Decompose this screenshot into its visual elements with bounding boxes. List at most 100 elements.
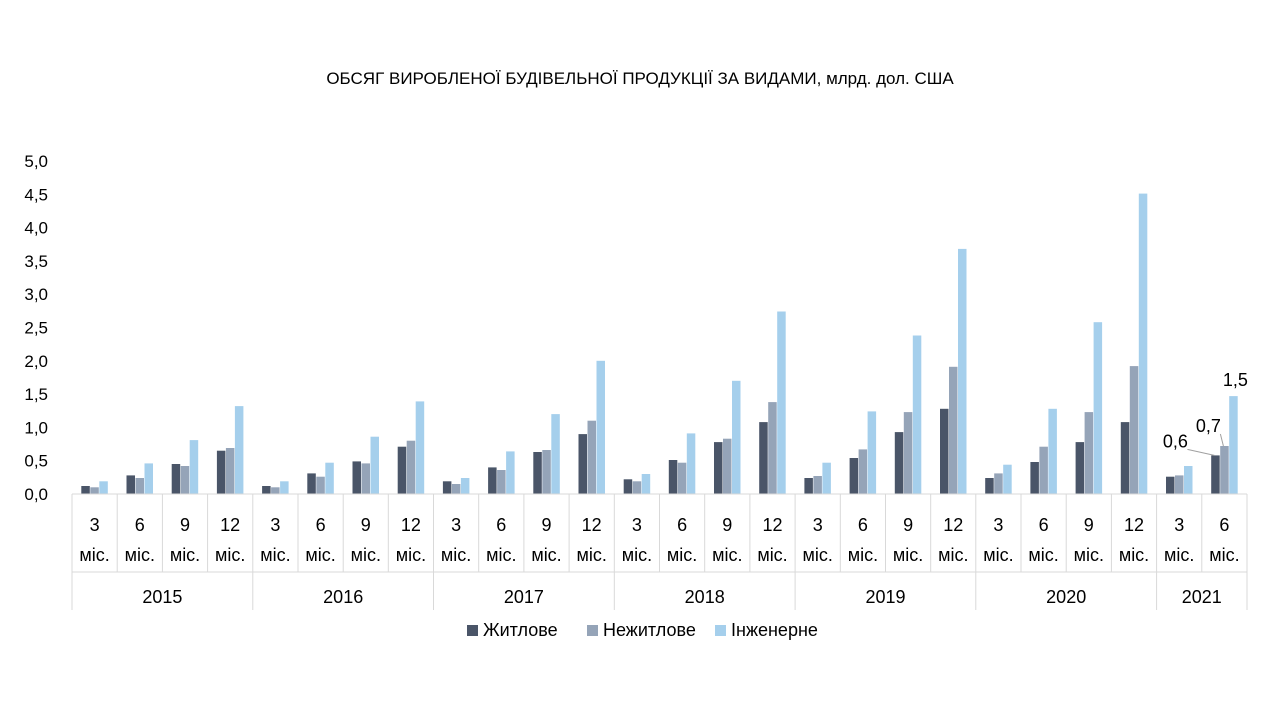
bar-residential bbox=[1120, 422, 1130, 494]
y-tick-label: 2,5 bbox=[24, 319, 48, 338]
bar-residential bbox=[397, 446, 407, 494]
bar-nonresidential bbox=[1039, 446, 1048, 494]
x-category-unit: міс. bbox=[1028, 545, 1058, 565]
x-category-unit: міс. bbox=[260, 545, 290, 565]
x-category-unit: міс. bbox=[305, 545, 335, 565]
bar-residential bbox=[352, 461, 361, 494]
y-axis: 0,0 0,5 1,0 1,5 2,0 2,5 3,0 3,5 4,0 4,5 5,0 bbox=[24, 152, 48, 504]
x-year-label: 2017 bbox=[504, 587, 544, 607]
x-category-period: 6 bbox=[858, 515, 868, 535]
x-category-period: 9 bbox=[541, 515, 551, 535]
bar-residential bbox=[668, 460, 678, 494]
bar-residential bbox=[1075, 442, 1085, 494]
x-year-label: 2021 bbox=[1182, 587, 1222, 607]
x-category-unit: міс. bbox=[1209, 545, 1239, 565]
bar-engineering bbox=[551, 414, 560, 494]
chart-title: ОБСЯГ ВИРОБЛЕНОЇ БУДІВЕЛЬНОЇ ПРОДУКЦІЇ З… bbox=[326, 69, 954, 88]
bar-nonresidential bbox=[451, 484, 461, 494]
bar-residential bbox=[81, 486, 90, 494]
x-category-period: 9 bbox=[180, 515, 190, 535]
x-category-unit: міс. bbox=[170, 545, 200, 565]
x-category-unit: міс. bbox=[667, 545, 697, 565]
bar-nonresidential bbox=[1084, 412, 1094, 494]
bar-nonresidential bbox=[949, 366, 958, 494]
data-label-leader bbox=[1187, 448, 1215, 456]
x-category-unit: міс. bbox=[983, 545, 1013, 565]
bar-engineering bbox=[777, 311, 786, 494]
bar-engineering bbox=[912, 335, 922, 494]
x-category-period: 6 bbox=[1219, 515, 1229, 535]
legend-item: Інженерне bbox=[715, 620, 818, 640]
bar-nonresidential bbox=[903, 412, 913, 494]
bar-nonresidential bbox=[271, 487, 280, 494]
bar-residential bbox=[894, 432, 904, 494]
bar-residential bbox=[171, 464, 181, 494]
bar-residential bbox=[985, 478, 994, 494]
bar-residential bbox=[804, 478, 813, 494]
x-category-period: 6 bbox=[496, 515, 506, 535]
x-category-unit: міс. bbox=[1164, 545, 1194, 565]
bar-residential bbox=[262, 486, 271, 494]
bar-engineering bbox=[1229, 396, 1238, 494]
data-label: 1,5 bbox=[1223, 370, 1248, 390]
legend-swatch bbox=[715, 625, 726, 636]
x-category-unit: міс. bbox=[848, 545, 878, 565]
bar-residential bbox=[1030, 462, 1039, 494]
bar-engineering bbox=[280, 481, 289, 494]
bar-nonresidential bbox=[858, 449, 868, 494]
bar-nonresidential bbox=[1220, 446, 1229, 494]
bar-residential bbox=[714, 442, 723, 494]
y-tick-label: 4,0 bbox=[24, 219, 48, 238]
x-year-label: 2018 bbox=[685, 587, 725, 607]
bar-engineering bbox=[1003, 464, 1012, 494]
bar-residential bbox=[759, 422, 768, 494]
bar-residential bbox=[849, 458, 859, 494]
x-category-unit: міс. bbox=[712, 545, 742, 565]
x-year-label: 2019 bbox=[865, 587, 905, 607]
bar-nonresidential bbox=[135, 478, 144, 494]
x-category-period: 9 bbox=[722, 515, 732, 535]
x-category-period: 3 bbox=[451, 515, 461, 535]
x-category-unit: міс. bbox=[79, 545, 109, 565]
bar-engineering bbox=[1093, 322, 1103, 494]
x-category-unit: міс. bbox=[803, 545, 833, 565]
data-label: 0,7 bbox=[1196, 416, 1221, 436]
x-year-label: 2020 bbox=[1046, 587, 1086, 607]
x-category-unit: міс. bbox=[1119, 545, 1149, 565]
x-category-period: 6 bbox=[316, 515, 326, 535]
bar-engineering bbox=[370, 436, 379, 494]
bar-nonresidential bbox=[632, 481, 642, 494]
x-category-unit: міс. bbox=[938, 545, 968, 565]
bar-nonresidential bbox=[677, 462, 687, 494]
bar-nonresidential bbox=[768, 402, 777, 494]
legend-label: Нежитлове bbox=[603, 620, 696, 640]
bars bbox=[81, 193, 1238, 494]
bar-nonresidential bbox=[813, 476, 822, 494]
bar-engineering bbox=[460, 478, 470, 494]
x-category-unit: міс. bbox=[893, 545, 923, 565]
bar-engineering bbox=[99, 481, 108, 494]
bar-engineering bbox=[415, 401, 425, 494]
x-axis: 3 міс. 6 міс. 9 міс. 12 міс. 3 міс. 6 міс. 9 міс. 12 мі… bbox=[71, 493, 1248, 610]
x-category-period: 3 bbox=[270, 515, 280, 535]
x-category-unit: міс. bbox=[351, 545, 381, 565]
bar-engineering bbox=[234, 406, 244, 494]
bar-nonresidential bbox=[1175, 475, 1184, 494]
x-category-period: 12 bbox=[401, 515, 421, 535]
x-category-period: 12 bbox=[762, 515, 782, 535]
bar-engineering bbox=[867, 411, 877, 494]
x-category-period: 9 bbox=[361, 515, 371, 535]
bar-residential bbox=[126, 475, 135, 494]
bar-engineering bbox=[144, 463, 153, 494]
x-category-period: 3 bbox=[1174, 515, 1184, 535]
bar-engineering bbox=[189, 440, 199, 494]
x-category-period: 3 bbox=[993, 515, 1003, 535]
bar-engineering bbox=[1184, 466, 1193, 494]
bar-engineering bbox=[641, 474, 651, 494]
x-year-label: 2015 bbox=[142, 587, 182, 607]
bar-engineering bbox=[958, 248, 967, 494]
x-category-unit: міс. bbox=[757, 545, 787, 565]
data-label: 0,6 bbox=[1163, 431, 1188, 451]
